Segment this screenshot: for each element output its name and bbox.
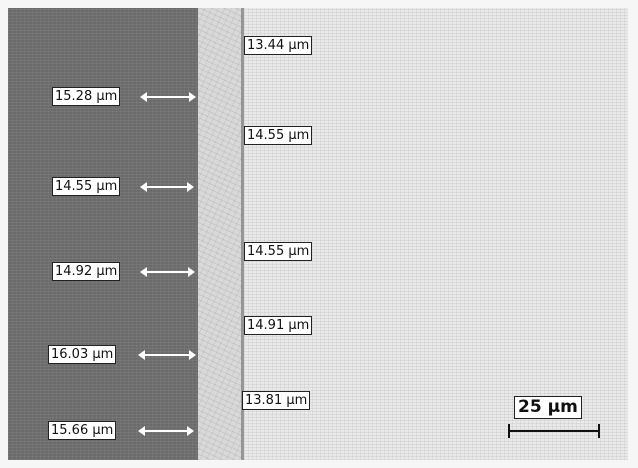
right-measurement-2: 14.55 µm <box>244 126 312 145</box>
coating-layer-region <box>198 8 243 460</box>
left-measurement-4-arrow <box>144 354 190 356</box>
micrograph-image <box>8 8 628 460</box>
left-measurement-1-arrow <box>146 96 190 98</box>
dark-substrate-region <box>8 8 198 460</box>
scale-bar <box>508 430 600 432</box>
right-measurement-5: 13.81 µm <box>242 391 310 410</box>
scale-bar-label: 25 µm <box>514 396 582 419</box>
right-measurement-3: 14.55 µm <box>244 242 312 261</box>
right-measurement-1: 13.44 µm <box>244 36 312 55</box>
left-measurement-4: 16.03 µm <box>48 345 116 364</box>
left-measurement-1: 15.28 µm <box>52 87 120 106</box>
left-measurement-5: 15.66 µm <box>48 421 116 440</box>
left-measurement-3-arrow <box>146 271 189 273</box>
left-measurement-2-arrow <box>146 186 188 188</box>
left-measurement-5-arrow <box>144 430 188 432</box>
left-measurement-3: 14.92 µm <box>52 262 120 281</box>
right-measurement-4: 14.91 µm <box>244 316 312 335</box>
left-measurement-2: 14.55 µm <box>52 177 120 196</box>
